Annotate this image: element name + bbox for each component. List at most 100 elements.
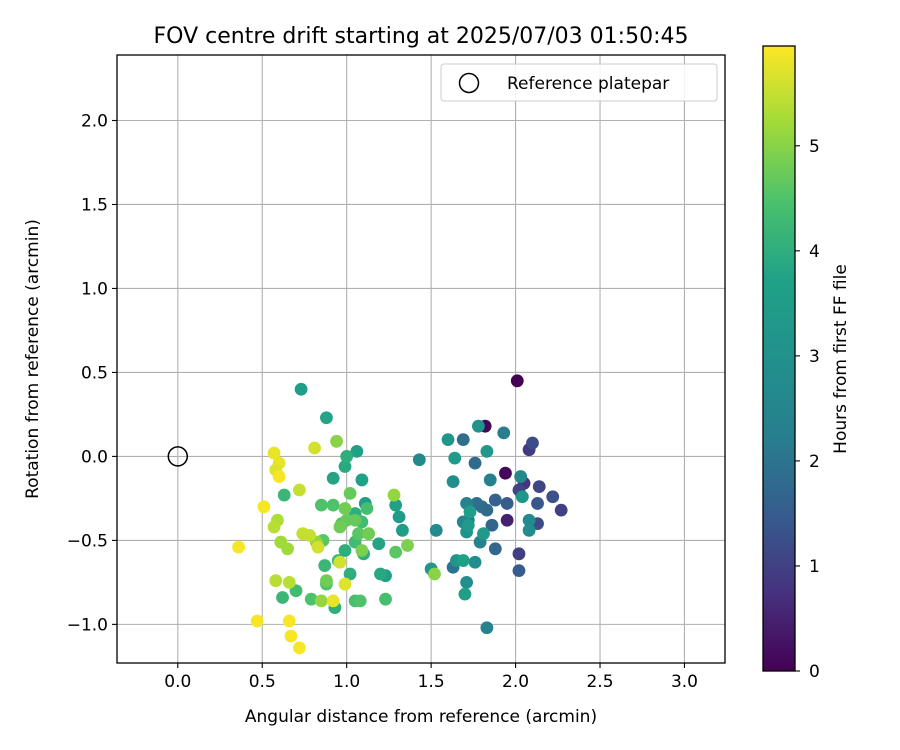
data-point	[500, 513, 514, 527]
data-point	[480, 621, 494, 635]
x-tick-label: 2.0	[502, 672, 529, 692]
data-point	[250, 614, 264, 628]
data-point	[499, 466, 512, 480]
data-point	[446, 475, 460, 489]
data-point	[355, 473, 369, 487]
data-point	[372, 537, 386, 551]
data-points	[232, 374, 568, 655]
data-point	[522, 523, 536, 537]
data-point	[500, 497, 514, 510]
y-axis-label: Rotation from reference (arcmin)	[23, 219, 43, 499]
data-point	[276, 591, 289, 604]
data-point	[460, 575, 473, 589]
x-tick-label: 0.5	[249, 672, 276, 692]
data-point	[360, 502, 374, 515]
data-point	[392, 510, 406, 524]
data-point	[362, 527, 376, 541]
data-point	[333, 520, 347, 534]
data-point	[333, 555, 347, 569]
x-axis-ticks: 0.0 0.5 1.0 1.5 2.0 2.5 3.0	[164, 663, 698, 692]
data-point	[448, 451, 462, 465]
x-tick-label: 1.0	[333, 672, 360, 692]
data-point	[374, 567, 387, 581]
data-point	[338, 577, 352, 591]
data-point	[510, 374, 524, 388]
reference-marker	[167, 446, 189, 467]
data-point	[320, 411, 333, 425]
data-point	[304, 592, 318, 606]
data-point	[353, 594, 367, 608]
colorbar-tick-label: 4	[809, 242, 820, 262]
legend-label-reference-platepar: Reference platepar	[507, 74, 669, 94]
data-point	[294, 382, 308, 396]
colorbar: 0 1 2 3 4 5 Hours from first FF file	[762, 45, 851, 682]
data-point	[281, 542, 294, 556]
data-point	[428, 567, 441, 581]
chart-title: FOV centre drift starting at 2025/07/03 …	[154, 24, 689, 49]
data-point	[355, 544, 369, 557]
data-point	[267, 520, 281, 534]
data-point	[461, 518, 475, 532]
data-point	[514, 470, 528, 483]
colorbar-label: Hours from first FF file	[831, 264, 851, 454]
data-point	[293, 641, 306, 655]
colorbar-tick-label: 0	[809, 662, 820, 682]
data-point	[526, 436, 539, 450]
data-point	[456, 554, 470, 567]
y-tick-label: −0.5	[67, 531, 108, 551]
data-point	[441, 433, 455, 447]
y-tick-label: −1.0	[67, 615, 108, 635]
data-point	[497, 426, 511, 440]
y-tick-label: 2.0	[81, 112, 108, 132]
data-point	[314, 594, 328, 608]
data-point	[330, 434, 343, 448]
y-tick-label: 1.0	[81, 279, 108, 299]
data-point	[458, 587, 472, 601]
y-axis-ticks: −1.0 −0.5 0.0 0.5 1.0 1.5 2.0	[67, 112, 117, 635]
y-tick-label: 0.5	[81, 363, 108, 383]
data-point	[483, 473, 497, 487]
x-tick-label: 3.0	[671, 672, 698, 692]
data-point	[477, 527, 490, 541]
colorbar-tick-label: 1	[809, 557, 820, 577]
data-point	[338, 460, 352, 473]
data-point	[531, 497, 544, 510]
y-tick-label: 0.0	[81, 447, 108, 467]
data-point	[480, 444, 494, 458]
data-point	[267, 446, 281, 460]
data-point	[379, 592, 392, 606]
data-point	[522, 513, 536, 527]
data-point	[401, 539, 414, 552]
data-point	[412, 453, 426, 467]
data-point	[303, 528, 316, 542]
data-point	[326, 471, 340, 485]
data-point	[318, 559, 332, 572]
data-point	[488, 493, 502, 507]
data-point	[389, 545, 403, 559]
grid-lines	[117, 55, 725, 663]
data-point	[340, 450, 354, 463]
data-point	[343, 486, 357, 500]
legend: Reference platepar	[440, 63, 718, 102]
data-point	[350, 444, 364, 458]
data-point	[308, 441, 321, 455]
x-axis-label: Angular distance from reference (arcmin)	[245, 707, 597, 727]
data-point	[293, 483, 306, 497]
data-point	[512, 547, 526, 561]
data-point	[338, 544, 352, 557]
data-point	[515, 490, 529, 504]
data-point	[472, 419, 485, 433]
data-point	[272, 470, 286, 483]
data-point	[314, 498, 328, 512]
data-point	[326, 498, 340, 512]
data-point	[282, 614, 296, 628]
x-tick-label: 2.5	[586, 672, 613, 692]
x-tick-label: 0.0	[164, 672, 191, 692]
data-point	[463, 505, 477, 519]
reference-platepar-marker	[167, 446, 189, 467]
data-point	[396, 523, 409, 537]
data-point	[429, 523, 443, 537]
data-point	[512, 564, 526, 578]
data-point	[546, 490, 560, 504]
